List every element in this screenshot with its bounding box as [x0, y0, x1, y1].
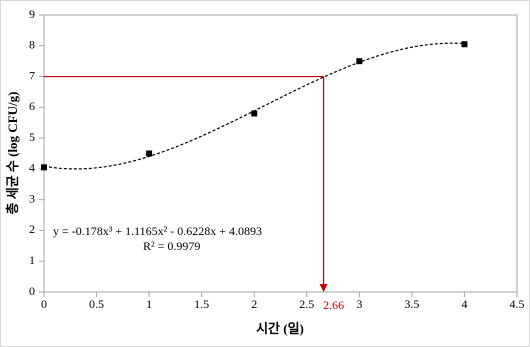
- x-tick-label: 1.5: [194, 297, 209, 311]
- y-tick-label: 2: [29, 222, 35, 236]
- trendline-r-squared: R² = 0.9979: [143, 239, 200, 253]
- x-tick-label: 3.5: [404, 297, 419, 311]
- x-tick-label: 4: [461, 297, 467, 311]
- x-tick-label: 4.5: [510, 297, 525, 311]
- plot-frame: [43, 14, 518, 293]
- trendline-equation: y = -0.178x³ + 1.1165x² - 0.6228x + 4.08…: [53, 224, 262, 238]
- data-point: [146, 150, 153, 157]
- data-point: [356, 58, 363, 65]
- x-tick-label: 0.5: [89, 297, 104, 311]
- y-tick-label: 1: [29, 253, 35, 267]
- x-axis-title: 시간 (일): [256, 321, 304, 336]
- annotation-arrowhead: [319, 284, 328, 292]
- x-tick-label: 2.5: [299, 297, 314, 311]
- y-tick-label: 8: [29, 38, 35, 52]
- y-tick-label: 9: [29, 7, 35, 21]
- y-tick-label: 6: [29, 99, 35, 113]
- annotation-label: 2.66: [323, 298, 344, 312]
- x-tick-label: 1: [146, 297, 152, 311]
- y-axis-title: 총 세균 수 (log CFU/g): [5, 92, 20, 215]
- y-tick-label: 0: [29, 284, 35, 298]
- data-point: [251, 110, 258, 117]
- x-tick-label: 3: [356, 297, 362, 311]
- y-tick-label: 5: [29, 130, 35, 144]
- x-tick-label: 2: [251, 297, 257, 311]
- data-point: [461, 41, 468, 48]
- y-tick-label: 4: [29, 161, 35, 175]
- x-tick-label: 0: [41, 297, 47, 311]
- y-tick-label: 3: [29, 191, 35, 205]
- data-point: [41, 164, 47, 171]
- y-tick-label: 7: [29, 68, 35, 82]
